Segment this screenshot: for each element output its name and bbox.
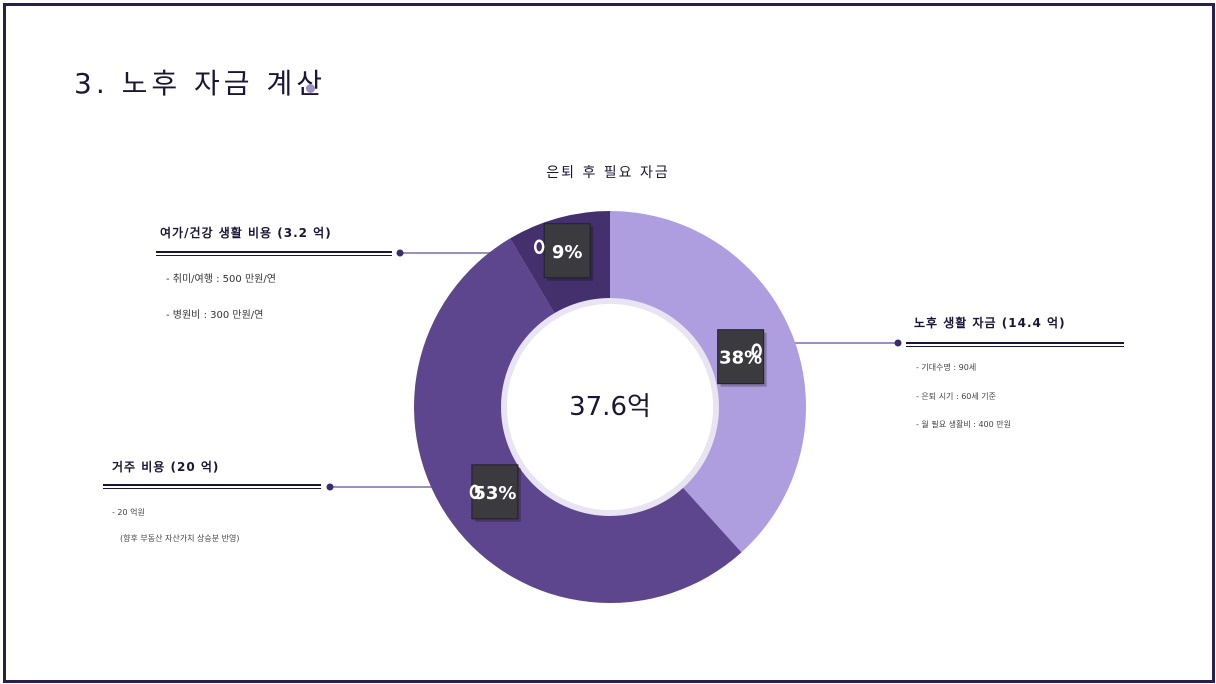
callout-housing: 거주 비용 (20 억) — [112, 458, 219, 475]
chart-title: 은퇴 후 필요 자금 — [546, 165, 670, 181]
pct-label: 38% — [719, 348, 762, 369]
center-total-label: 37.6억 — [569, 392, 651, 422]
title-accent-dot — [306, 84, 315, 93]
callout-retirement-rule — [906, 342, 1124, 347]
pct-label: 9% — [552, 242, 583, 263]
pct-label-box — [543, 223, 591, 279]
connector-end-dot — [326, 483, 334, 491]
callout-retirement-item: - 월 필요 생활비 : 400 만원 — [916, 420, 1011, 429]
callout-leisure: 여가/건강 생활 비용 (3.2 억) — [160, 224, 332, 241]
slide-frame — [3, 3, 1215, 683]
slice-marker — [751, 343, 762, 358]
donut-hole — [507, 304, 713, 510]
page-title: 3. 노후 자금 계산 — [74, 67, 326, 100]
callout-housing-heading: 거주 비용 (20 억) — [112, 460, 220, 474]
callout-retirement-heading: 노후 생활 자금 (14.4 억) — [914, 316, 1066, 330]
donut-slice — [610, 211, 806, 553]
callout-leisure-item: - 취미/여행 : 500 만원/연 — [166, 274, 276, 285]
callout-housing-rule — [103, 484, 321, 489]
connector-end-dot — [894, 339, 902, 347]
callout-leisure-heading: 여가/건강 생활 비용 (3.2 억) — [160, 226, 332, 240]
slice-marker — [469, 484, 481, 500]
pct-label: 53% — [473, 483, 516, 504]
callout-leisure-rule — [156, 251, 392, 256]
donut-inner-ring — [501, 298, 719, 516]
callout-housing-item: - 20 억원 — [112, 508, 145, 517]
callout-housing-item: (향후 부동산 자산가치 상승분 반영) — [120, 534, 240, 543]
callout-retirement: 노후 생활 자금 (14.4 억) — [914, 314, 1066, 331]
callout-retirement-item: - 은퇴 시기 : 60세 기준 — [916, 392, 996, 401]
callout-leisure-item: - 병원비 : 300 만원/연 — [166, 310, 264, 321]
slice-marker — [533, 239, 545, 255]
connector-end-dot — [396, 249, 404, 257]
callout-retirement-item: - 기대수명 : 90세 — [916, 363, 977, 372]
